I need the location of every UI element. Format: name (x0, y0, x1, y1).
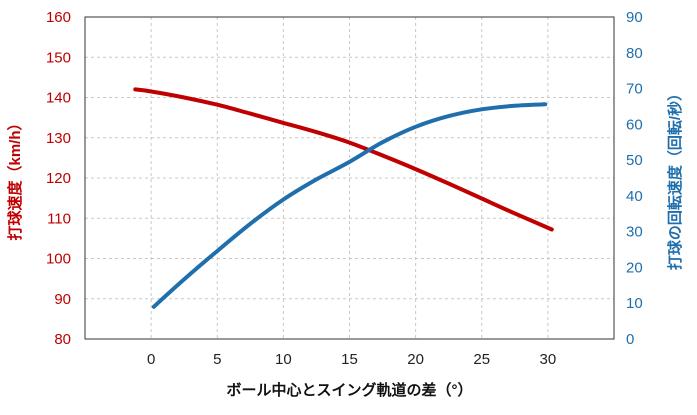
y-right-tick-label: 10 (626, 295, 643, 312)
series-line-ball-speed (133, 87, 554, 232)
y-left-tick-label: 80 (54, 331, 71, 348)
series-lines (133, 87, 554, 309)
x-tick-label: 15 (341, 351, 358, 368)
y-left-tick-label: 90 (54, 291, 71, 308)
y-right-tick-label: 90 (626, 9, 643, 26)
x-tick-label: 25 (473, 351, 490, 368)
y-right-tick-label: 80 (626, 45, 643, 62)
x-tick-label: 5 (213, 351, 221, 368)
x-tick-label: 0 (147, 351, 155, 368)
y-right-tick-label: 20 (626, 259, 643, 276)
y-right-tick-label: 30 (626, 224, 643, 241)
y-left-tick-label: 120 (46, 170, 71, 187)
y-right-tick-label: 60 (626, 116, 643, 133)
y-left-tick-label: 160 (46, 9, 71, 26)
grid (85, 16, 614, 340)
x-tick-label: 30 (540, 351, 557, 368)
y-right-tick-label: 40 (626, 188, 643, 205)
plot-area-frame (84, 16, 615, 340)
y-right-tick-label: 50 (626, 152, 643, 169)
y-axis-left-title: 打球速度（km/h） (6, 115, 24, 240)
y-left-tick-label: 110 (47, 210, 71, 227)
y-axis-right-title: 打球の回転速度（回転/秒） (666, 86, 684, 270)
y-right-tick-label: 70 (626, 81, 643, 98)
tick-labels: 8090100110120130140150160010203040506070… (46, 9, 643, 368)
series-line-spin-rate (151, 102, 548, 309)
y-left-tick-label: 100 (46, 251, 71, 268)
x-tick-label: 20 (407, 351, 424, 368)
x-tick-label: 10 (275, 351, 292, 368)
y-left-tick-label: 130 (46, 130, 71, 147)
y-left-tick-label: 140 (46, 90, 71, 107)
y-right-tick-label: 0 (626, 331, 634, 348)
y-left-tick-label: 150 (46, 49, 71, 66)
x-axis-title: ボール中心とスイング軌道の差（°） (226, 381, 472, 399)
